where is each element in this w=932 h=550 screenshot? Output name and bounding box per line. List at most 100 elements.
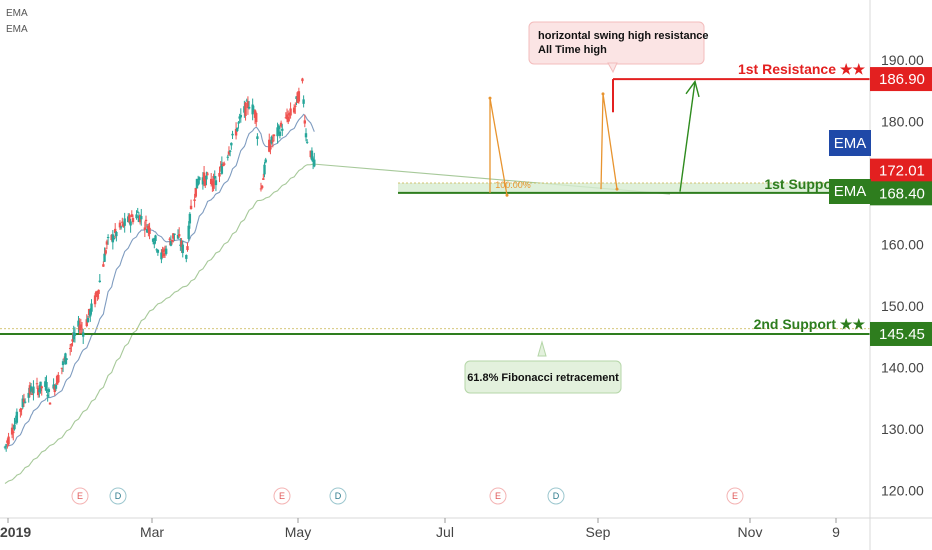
candle[interactable]: [3, 445, 7, 450]
candle[interactable]: [287, 110, 290, 125]
candle[interactable]: [223, 161, 226, 167]
candle[interactable]: [198, 176, 201, 184]
candle[interactable]: [251, 98, 254, 121]
candle[interactable]: [112, 235, 116, 241]
candle[interactable]: [194, 187, 197, 199]
candle[interactable]: [68, 343, 72, 356]
candle[interactable]: [143, 221, 147, 238]
event-marker-d[interactable]: D: [329, 487, 347, 505]
candle[interactable]: [246, 96, 250, 115]
candle[interactable]: [106, 234, 110, 245]
candle[interactable]: [10, 423, 14, 439]
candle[interactable]: [206, 171, 209, 176]
candle[interactable]: [103, 247, 106, 263]
candle[interactable]: [297, 87, 301, 104]
candle[interactable]: [244, 102, 247, 121]
candle[interactable]: [188, 212, 192, 229]
candle[interactable]: [271, 134, 275, 148]
candle[interactable]: [29, 383, 33, 396]
candle[interactable]: [181, 240, 184, 258]
candle[interactable]: [278, 127, 282, 139]
candle[interactable]: [262, 173, 265, 180]
candle[interactable]: [22, 393, 26, 407]
candle[interactable]: [102, 261, 105, 267]
candle[interactable]: [32, 380, 35, 401]
candle[interactable]: [119, 225, 123, 230]
event-marker-e[interactable]: E: [489, 487, 507, 505]
candle[interactable]: [302, 95, 305, 108]
candle[interactable]: [214, 176, 218, 192]
candle[interactable]: [189, 199, 193, 210]
candle[interactable]: [45, 375, 48, 393]
candle[interactable]: [118, 220, 122, 230]
candle[interactable]: [256, 133, 259, 146]
candle[interactable]: [255, 111, 258, 127]
candle[interactable]: [144, 215, 148, 228]
candle[interactable]: [279, 120, 283, 128]
candle[interactable]: [20, 408, 23, 416]
candle[interactable]: [156, 249, 160, 256]
candle[interactable]: [154, 234, 157, 244]
candle[interactable]: [230, 142, 233, 150]
candle[interactable]: [57, 372, 60, 384]
candle[interactable]: [47, 387, 51, 399]
candle[interactable]: [247, 101, 251, 110]
candle[interactable]: [313, 152, 316, 168]
candle[interactable]: [303, 114, 307, 128]
candle[interactable]: [239, 108, 243, 123]
candle[interactable]: [289, 102, 292, 119]
candle[interactable]: [218, 166, 221, 183]
candle[interactable]: [140, 208, 143, 226]
candle[interactable]: [173, 233, 176, 241]
candle[interactable]: [305, 139, 309, 144]
candle[interactable]: [226, 154, 229, 161]
candle[interactable]: [35, 377, 39, 389]
candle[interactable]: [98, 274, 101, 283]
candle[interactable]: [136, 207, 139, 214]
candle[interactable]: [301, 77, 304, 84]
candle[interactable]: [97, 289, 100, 300]
candle[interactable]: [186, 242, 189, 252]
event-marker-d[interactable]: D: [109, 487, 127, 505]
candle[interactable]: [270, 135, 273, 145]
candle[interactable]: [48, 402, 52, 405]
event-marker-e[interactable]: E: [273, 487, 291, 505]
candle[interactable]: [228, 149, 232, 157]
candle[interactable]: [61, 358, 65, 372]
candle[interactable]: [264, 157, 267, 164]
candle[interactable]: [213, 170, 216, 180]
candle[interactable]: [79, 318, 83, 334]
candle[interactable]: [272, 133, 276, 142]
candle[interactable]: [236, 127, 239, 132]
candle[interactable]: [260, 184, 264, 190]
candle[interactable]: [60, 367, 64, 375]
candle[interactable]: [90, 299, 93, 315]
candle[interactable]: [7, 432, 10, 447]
candle[interactable]: [164, 245, 168, 256]
candle[interactable]: [231, 130, 234, 140]
candle[interactable]: [115, 231, 118, 242]
candle[interactable]: [15, 408, 19, 425]
candle[interactable]: [294, 102, 297, 114]
candle[interactable]: [70, 343, 73, 353]
candle[interactable]: [237, 121, 240, 129]
event-marker-e[interactable]: E: [71, 487, 89, 505]
candle[interactable]: [65, 358, 68, 365]
candle[interactable]: [82, 328, 85, 344]
candle[interactable]: [73, 327, 77, 343]
candle[interactable]: [187, 221, 190, 241]
candle[interactable]: [23, 398, 27, 404]
candle[interactable]: [148, 222, 151, 240]
candle[interactable]: [4, 443, 8, 452]
candle[interactable]: [281, 123, 284, 137]
candle[interactable]: [185, 254, 188, 263]
candle[interactable]: [170, 239, 174, 245]
candle[interactable]: [104, 247, 107, 256]
candle[interactable]: [129, 218, 132, 233]
candle[interactable]: [130, 210, 133, 218]
candle[interactable]: [86, 315, 90, 323]
candle[interactable]: [263, 162, 266, 178]
candle[interactable]: [105, 239, 109, 250]
candle[interactable]: [131, 214, 135, 225]
